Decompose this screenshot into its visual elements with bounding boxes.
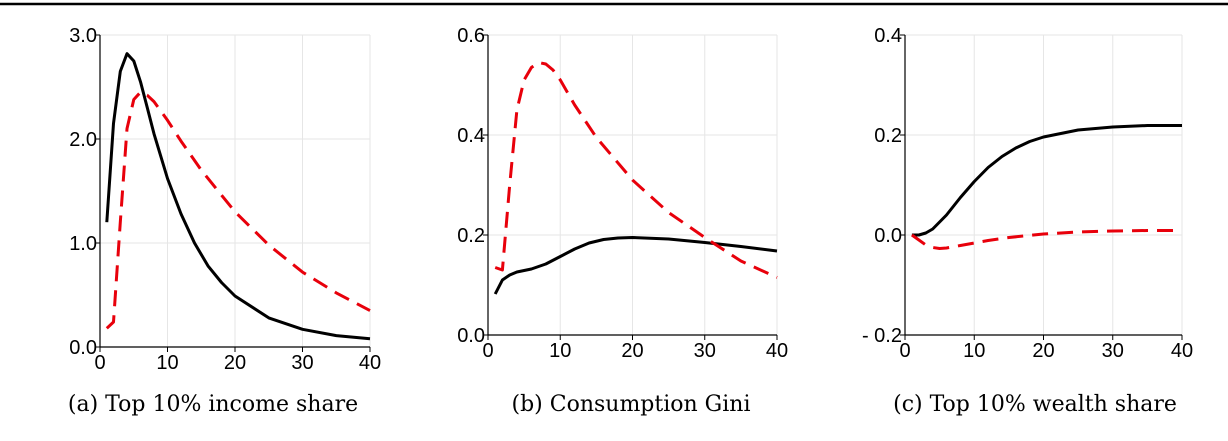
x-tick-label: 10 <box>156 352 178 374</box>
x-tick-label: 0 <box>482 340 493 362</box>
y-tick-label: 0.0 <box>69 337 97 359</box>
y-tick-label: 0.2 <box>457 225 485 247</box>
x-tick-label: 0 <box>94 352 105 374</box>
solid-series-line <box>911 124 1182 237</box>
panel-caption: (b) Consumption Gini <box>512 392 751 417</box>
y-tick-label: 1.0 <box>69 233 97 255</box>
y-tick-label: 0.6 <box>457 25 485 47</box>
y-tick-label: - 0.2 <box>862 325 902 347</box>
dashed-series-line <box>494 61 778 279</box>
panel-caption: (c) Top 10% wealth share <box>893 392 1177 417</box>
x-tick-label: 30 <box>694 340 716 362</box>
panels: 0 10 20 30 40 0.0 1.0 2.0 3.0 (a) Top 10% income … <box>68 25 1193 417</box>
x-tick-label: 20 <box>1032 340 1054 362</box>
y-tick-label: 0.4 <box>457 125 485 147</box>
dashed-series-line <box>105 90 371 330</box>
y-tick-label: 3.0 <box>69 25 97 47</box>
panel-caption: (a) Top 10% income share <box>68 392 358 417</box>
y-tick-label: 0.4 <box>874 25 902 47</box>
x-tick-label: 10 <box>963 340 985 362</box>
solid-series-line <box>105 52 371 341</box>
y-tick-label: 0.0 <box>874 225 902 247</box>
x-tick-label: 30 <box>1102 340 1124 362</box>
x-tick-label: 30 <box>291 352 313 374</box>
solid-series-line <box>493 236 778 295</box>
x-tick-label: 0 <box>899 340 910 362</box>
y-tick-label: 2.0 <box>69 129 97 151</box>
chart-panel-2: 0 10 20 30 40 0.0 0.2 0.4 0.6 (b) Consumption Gin… <box>457 25 788 417</box>
x-tick-label: 40 <box>766 340 788 362</box>
x-tick-label: 20 <box>621 340 643 362</box>
y-tick-label: 0.0 <box>457 325 485 347</box>
x-tick-label: 40 <box>1171 340 1193 362</box>
x-tick-label: 40 <box>359 352 381 374</box>
y-tick-label: 0.2 <box>874 125 902 147</box>
dashed-series-line <box>911 229 1182 250</box>
x-tick-label: 10 <box>549 340 571 362</box>
chart-panel-1: 0 10 20 30 40 0.0 1.0 2.0 3.0 (a) Top 10% income … <box>68 25 381 417</box>
chart-panel-3: 0 10 20 30 40 - 0.2 0.0 0.2 0.4 (c) Top 10% wealt… <box>862 25 1193 417</box>
x-tick-label: 20 <box>224 352 246 374</box>
